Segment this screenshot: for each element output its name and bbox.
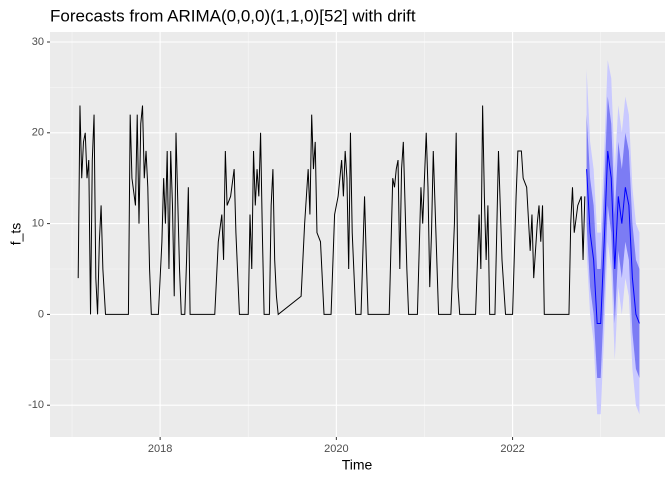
y-tick-label: -10 bbox=[28, 399, 44, 411]
y-tick-label: 30 bbox=[32, 36, 44, 48]
x-axis-label: Time bbox=[342, 457, 373, 473]
x-tick-label: 2018 bbox=[148, 443, 172, 455]
series-line bbox=[586, 150, 640, 324]
y-tick-label: 0 bbox=[38, 308, 44, 320]
y-axis-label: f_ts bbox=[8, 223, 24, 246]
x-tick-label: 2020 bbox=[324, 443, 348, 455]
forecast-interval bbox=[586, 96, 640, 378]
panel bbox=[50, 32, 665, 437]
chart-title: Forecasts from ARIMA(0,0,0)(1,1,0)[52] w… bbox=[50, 6, 416, 25]
y-tick-label: 10 bbox=[32, 218, 44, 230]
series-line bbox=[77, 105, 586, 316]
y-tick-label: 20 bbox=[32, 127, 44, 139]
x-tick-label: 2022 bbox=[500, 443, 524, 455]
